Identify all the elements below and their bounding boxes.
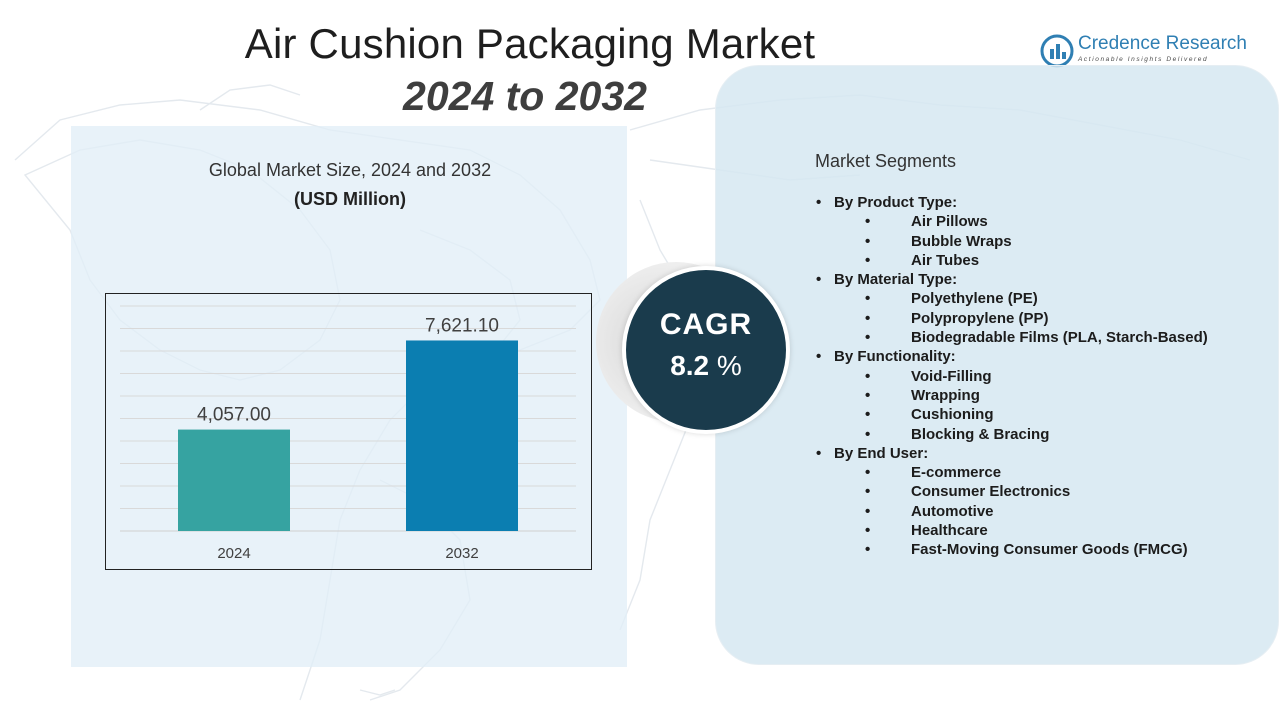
segment-item: Polypropylene (PP) [816,309,1208,329]
segment-category: By Product Type: [816,193,1208,213]
segment-category: By Functionality: [816,347,1208,367]
page-subtitle: 2024 to 2032 [403,73,647,119]
x-tick-label: 2024 [217,545,250,562]
bar-value-label: 7,621.10 [425,315,499,336]
logo-tagline: Actionable Insights Delivered [1078,56,1209,63]
segments-title: Market Segments [815,151,957,171]
segment-item: Air Tubes [816,251,1208,271]
segment-item: Healthcare [816,521,1208,541]
chart-frame [105,293,592,570]
cagr-value: 8.2 [670,350,710,381]
bar-2024 [178,429,290,531]
segment-item: Polyethylene (PE) [816,289,1208,309]
bar-value-label: 4,057.00 [197,405,271,426]
chart-heading: Global Market Size, 2024 and 2032 [208,160,492,180]
segment-item: Wrapping [816,386,1208,406]
segment-item: Air Pillows [816,212,1208,232]
page-title: Air Cushion Packaging Market [244,20,816,67]
cagr-label: CAGR [659,308,753,341]
cagr-value-row: 8.2 % [626,350,786,382]
segment-item: Bubble Wraps [816,232,1208,252]
x-tick-label: 2032 [445,545,478,562]
chart-unit: (USD Million) [294,189,406,209]
segment-category: By Material Type: [816,270,1208,290]
chart-labels: 4,057.00 2024 7,621.10 2032 [197,315,499,562]
cagr-unit: % [716,350,742,381]
cagr-badge: CAGR 8.2 % [622,266,790,434]
segment-item: Consumer Electronics [816,482,1208,502]
segment-item: Automotive [816,502,1208,522]
segment-item: Fast-Moving Consumer Goods (FMCG) [816,540,1208,560]
segment-category: By End User: [816,444,1208,464]
segment-item: Void-Filling [816,367,1208,387]
segment-item: Cushioning [816,405,1208,425]
chart-bars [178,340,518,531]
segments-list: By Product Type:Air PillowsBubble WrapsA… [816,193,1208,560]
logo-name: Credence Research [1078,33,1247,54]
segment-item: Blocking & Bracing [816,425,1208,445]
segment-item: Biodegradable Films (PLA, Starch-Based) [816,328,1208,348]
segment-item: E-commerce [816,463,1208,483]
bar-2032 [406,340,518,531]
